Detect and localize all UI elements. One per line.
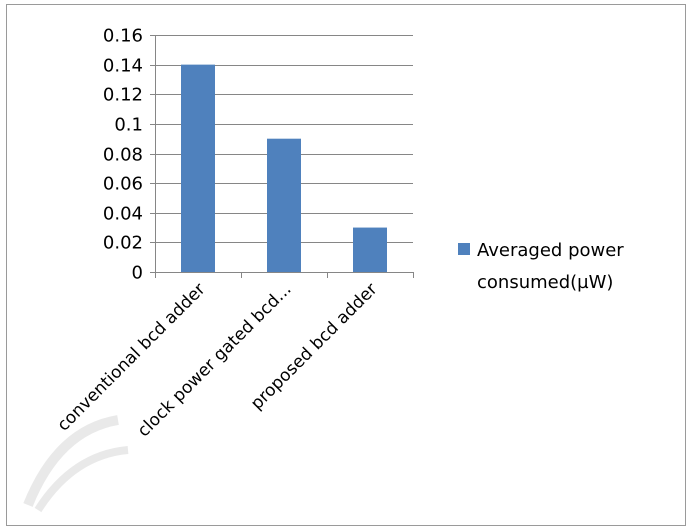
y-tick-label: 0.16	[103, 26, 143, 47]
bar-1	[181, 64, 215, 272]
watermark-logo	[23, 415, 129, 513]
y-tick-labels: 0 0.02 0.04 0.06 0.08 0.1 0.12 0.14 0.16	[103, 26, 143, 284]
legend-label-line-2: consumed(µW)	[477, 272, 613, 293]
bars	[181, 64, 387, 272]
axes	[150, 35, 414, 278]
y-tick-label: 0.08	[103, 145, 143, 166]
legend-swatch	[458, 243, 470, 255]
top-band	[0, 0, 688, 4]
y-tick-label: 0.12	[103, 85, 143, 106]
y-tick-label: 0.1	[114, 115, 143, 136]
bar-2	[267, 138, 301, 272]
y-tick-label: 0	[132, 263, 143, 284]
legend: Averaged power consumed(µW)	[458, 240, 624, 293]
y-tick-label: 0.04	[103, 204, 143, 225]
x-tick-label: clock power gated bcd...	[134, 279, 296, 441]
chart-frame	[6, 4, 686, 526]
y-tick-label: 0.14	[103, 56, 143, 77]
bar-3	[353, 227, 387, 272]
y-tick-label: 0.06	[103, 174, 143, 195]
legend-label-line-1: Averaged power	[477, 240, 624, 261]
y-tick-label: 0.02	[103, 233, 143, 254]
